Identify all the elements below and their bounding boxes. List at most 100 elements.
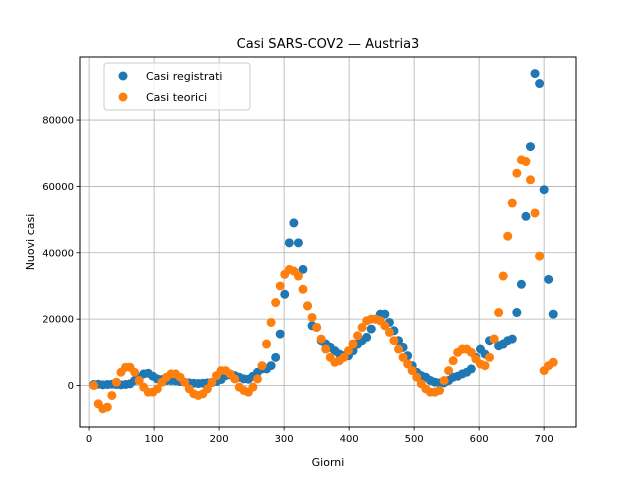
data-point: [275, 281, 285, 291]
data-point: [102, 402, 112, 412]
legend: Casi registrati Casi teorici: [103, 62, 251, 111]
data-point: [362, 332, 372, 342]
plot-area: [80, 57, 576, 427]
legend-label-registrati: Casi registrati: [146, 70, 222, 83]
data-point: [271, 352, 281, 362]
data-point: [207, 377, 217, 387]
x-tick-label: 500: [405, 434, 424, 445]
chart-title: Casi SARS-COV2 — Austria3: [237, 37, 420, 52]
data-point: [357, 322, 367, 332]
y-tick-label: 0: [68, 381, 74, 392]
data-point: [407, 366, 417, 376]
data-point: [348, 339, 358, 349]
data-point: [130, 367, 140, 377]
x-tick-label: 600: [470, 434, 489, 445]
data-point: [525, 175, 535, 185]
data-point: [394, 344, 404, 354]
legend-marker-teorici: [118, 92, 128, 102]
data-point: [507, 198, 517, 208]
data-point: [298, 284, 308, 294]
data-point: [489, 334, 499, 344]
data-point: [230, 374, 240, 384]
data-point: [275, 329, 285, 339]
data-point: [316, 334, 326, 344]
data-point: [111, 377, 121, 387]
data-point: [298, 264, 308, 274]
plot-frame: [79, 56, 577, 428]
data-point: [389, 336, 399, 346]
data-point: [503, 231, 513, 241]
data-point: [202, 384, 212, 394]
data-point: [180, 377, 190, 387]
data-point: [266, 317, 276, 327]
x-axis-ticks: 0 100 200 300 400 500 600 700: [86, 427, 554, 445]
data-point: [512, 168, 522, 178]
data-point: [312, 322, 322, 332]
data-point: [516, 279, 526, 289]
data-point: [535, 79, 545, 89]
x-tick-label: 300: [275, 434, 294, 445]
y-tick-label: 20000: [42, 315, 74, 326]
data-point: [530, 69, 540, 79]
data-points: [89, 69, 558, 414]
data-point: [521, 157, 531, 167]
data-point: [248, 382, 258, 392]
y-tick-label: 80000: [42, 116, 74, 127]
data-point: [444, 366, 454, 376]
data-point: [485, 352, 495, 362]
legend-marker-registrati: [118, 71, 128, 81]
data-point: [544, 274, 554, 284]
x-tick-label: 100: [145, 434, 164, 445]
data-point: [89, 381, 99, 391]
data-point: [439, 376, 449, 386]
data-point: [289, 218, 299, 228]
data-point: [321, 344, 331, 354]
data-point: [403, 359, 413, 369]
data-point: [521, 211, 531, 221]
data-point: [466, 364, 476, 374]
data-point: [262, 339, 272, 349]
data-point: [257, 361, 267, 371]
data-point: [498, 271, 508, 281]
data-point: [398, 352, 408, 362]
data-point: [303, 301, 313, 311]
data-point: [466, 347, 476, 357]
data-point: [434, 385, 444, 395]
data-point: [512, 308, 522, 318]
data-point: [353, 331, 363, 341]
data-point: [271, 298, 281, 308]
legend-label-teorici: Casi teorici: [146, 91, 207, 104]
series-casi-teorici: [89, 155, 558, 414]
x-tick-label: 200: [210, 434, 229, 445]
data-point: [480, 361, 490, 371]
data-point: [380, 321, 390, 331]
data-point: [525, 142, 535, 152]
data-point: [448, 356, 458, 366]
data-point: [535, 251, 545, 261]
data-point: [548, 357, 558, 367]
data-point: [343, 346, 353, 356]
data-point: [280, 289, 290, 299]
x-tick-label: 0: [86, 434, 92, 445]
data-point: [384, 327, 394, 337]
y-tick-label: 60000: [42, 182, 74, 193]
x-axis-label: Giorni: [312, 456, 345, 469]
data-point: [107, 390, 117, 400]
data-point: [307, 312, 317, 322]
data-point: [152, 384, 162, 394]
y-axis-label: Nuovi casi: [24, 214, 37, 271]
data-point: [380, 309, 390, 319]
data-point: [548, 309, 558, 319]
data-point: [134, 376, 144, 386]
data-point: [293, 238, 303, 248]
data-point: [494, 308, 504, 318]
legend-box: [103, 62, 251, 111]
data-point: [293, 271, 303, 281]
y-tick-label: 40000: [42, 248, 74, 259]
y-axis-ticks: 0 20000 40000 60000 80000: [42, 116, 80, 392]
data-point: [539, 185, 549, 195]
x-tick-label: 700: [535, 434, 554, 445]
data-point: [284, 238, 294, 248]
data-point: [266, 361, 276, 371]
